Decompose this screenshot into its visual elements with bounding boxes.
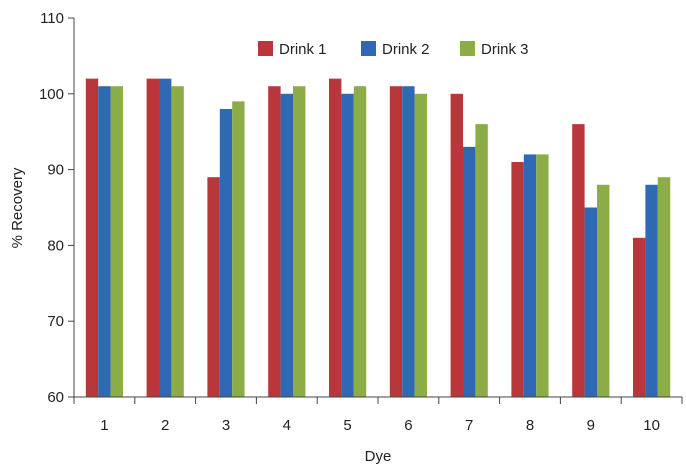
bar-drink-2-dye-4 [280, 93, 293, 398]
y-tick-label: 80 [47, 237, 64, 254]
bar-drink-2-dye-1 [98, 86, 111, 397]
x-ticks: 1 2 3 4 5 6 7 8 9 10 [73, 397, 683, 434]
x-axis-title: Dye [365, 448, 392, 465]
bar-drink-2-dye-2 [159, 78, 172, 397]
x-tick-label: 3 [222, 417, 230, 434]
y-tick-label: 60 [47, 389, 64, 406]
bar-drink-1-dye-3 [207, 177, 220, 397]
x-tick-label: 8 [526, 417, 534, 434]
bar-drink-1-dye-9 [572, 124, 585, 398]
bars-group [85, 78, 671, 398]
legend-label: Drink 2 [382, 41, 430, 58]
bar-drink-1-dye-10 [633, 237, 646, 397]
bar-drink-1-dye-8 [511, 162, 524, 397]
x-tick-label: 10 [643, 417, 660, 434]
bar-drink-3-dye-7 [475, 124, 488, 398]
bar-drink-2-dye-5 [341, 93, 354, 398]
x-tick-label: 9 [587, 417, 595, 434]
bar-drink-2-dye-7 [463, 146, 476, 397]
y-tick-label: 110 [40, 10, 64, 27]
bar-drink-3-dye-10 [657, 177, 671, 397]
legend-swatch-drink-2 [361, 41, 376, 56]
bar-drink-2-dye-6 [402, 86, 415, 397]
bar-drink-3-dye-9 [597, 184, 610, 397]
bar-drink-1-dye-4 [268, 86, 281, 397]
bar-drink-3-dye-6 [414, 93, 427, 398]
bar-drink-1-dye-2 [146, 78, 159, 397]
x-tick-label: 4 [283, 417, 291, 434]
x-tick-label: 7 [465, 417, 473, 434]
legend-swatch-drink-1 [258, 41, 273, 56]
y-tick-label: 100 [39, 86, 64, 103]
legend-swatch-drink-3 [460, 41, 475, 56]
y-ticks: 60 70 80 90 100 110 [39, 10, 74, 406]
bar-drink-3-dye-3 [232, 101, 245, 397]
y-axis-title: % Recovery [9, 167, 26, 248]
bar-drink-3-dye-1 [110, 86, 123, 397]
bar-drink-2-dye-3 [219, 108, 233, 398]
x-tick-label: 2 [161, 417, 169, 434]
y-tick-label: 70 [47, 313, 64, 330]
bar-drink-1-dye-1 [85, 78, 99, 397]
y-tick-label: 90 [47, 162, 64, 179]
x-tick-label: 6 [404, 417, 412, 434]
bar-drink-2-dye-8 [523, 154, 537, 397]
legend-label: Drink 1 [279, 41, 327, 58]
x-tick-label: 5 [343, 417, 351, 434]
bar-drink-3-dye-8 [536, 154, 549, 397]
bar-drink-3-dye-4 [293, 86, 306, 397]
bar-drink-3-dye-5 [353, 86, 367, 397]
legend-label: Drink 3 [481, 41, 529, 58]
bar-drink-1-dye-7 [450, 93, 463, 398]
bar-drink-2-dye-9 [584, 207, 597, 397]
bar-drink-1-dye-5 [329, 78, 342, 397]
x-tick-label: 1 [100, 417, 108, 434]
bar-drink-1-dye-6 [389, 86, 403, 397]
bar-drink-2-dye-10 [645, 184, 658, 397]
legend: Drink 1 Drink 2 Drink 3 [258, 41, 529, 58]
bar-drink-3-dye-2 [171, 86, 184, 397]
